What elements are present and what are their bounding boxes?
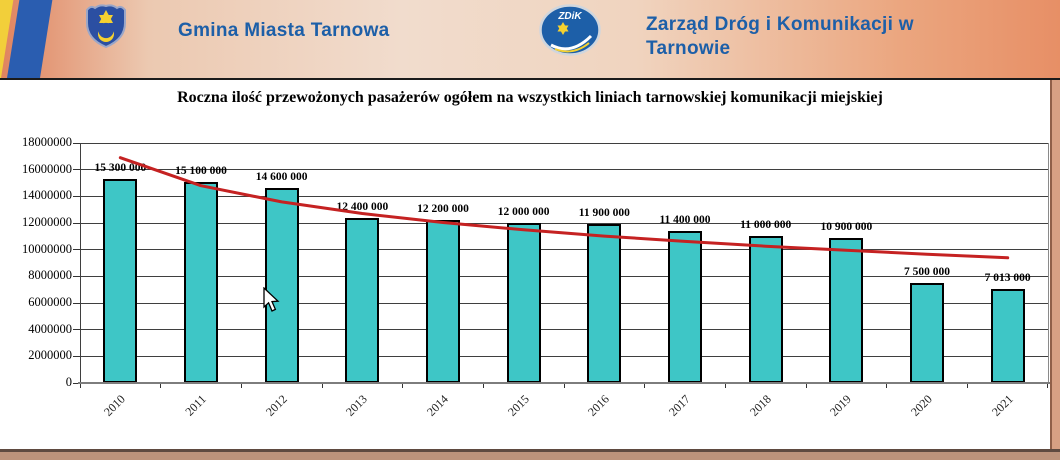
bar-2011 — [184, 181, 218, 383]
x-axis-tick — [160, 383, 162, 388]
y-axis-tick — [73, 249, 80, 251]
plot-border-right — [1048, 143, 1049, 383]
x-axis-label-2020: 2020 — [908, 392, 935, 419]
zdik-logo-text: ZDiK — [557, 11, 582, 22]
y-axis-label: 6000000 — [28, 295, 72, 309]
header: Gmina Miasta Tarnowa ZDiK Zarząd Dróg i … — [0, 0, 1060, 78]
zdik-logo-icon: ZDiK — [539, 4, 601, 56]
x-axis-tick — [966, 383, 968, 388]
page-right-border — [1050, 80, 1060, 452]
y-axis-label: 12000000 — [22, 215, 72, 229]
gridline — [80, 329, 1048, 331]
bar-2020 — [910, 283, 944, 383]
bar-value-label-2012: 14 600 000 — [255, 171, 308, 184]
mouse-cursor-icon — [263, 287, 280, 312]
y-axis-tick — [73, 195, 80, 197]
chart-title: Roczna ilość przewożonych pasażerów ogół… — [177, 89, 883, 106]
bar-2021 — [990, 289, 1025, 383]
y-axis-tick — [73, 329, 80, 331]
gridline — [80, 355, 1048, 357]
bar-2013 — [345, 217, 380, 383]
x-axis-line — [78, 382, 1050, 384]
x-axis-label-2010: 2010 — [101, 392, 129, 419]
x-axis-label-2021: 2021 — [988, 392, 1016, 419]
y-axis-label: 8000000 — [28, 268, 72, 283]
x-axis-label-2013: 2013 — [343, 392, 371, 419]
y-axis-label: 2000000 — [28, 348, 72, 363]
gridline — [80, 222, 1048, 224]
y-axis-tick — [73, 222, 80, 224]
x-axis-tick — [482, 383, 484, 388]
x-axis-tick — [1047, 383, 1048, 388]
y-axis-tick — [73, 302, 80, 304]
gridline — [80, 195, 1048, 197]
y-axis-tick — [73, 169, 80, 171]
bar-2010 — [103, 179, 138, 383]
gridline — [80, 275, 1048, 277]
y-axis-label: 10000000 — [22, 241, 72, 256]
x-axis-label-2015: 2015 — [504, 392, 532, 419]
bar-value-label-2020: 7 500 000 — [904, 266, 950, 278]
bar-value-label-2021: 7 013 000 — [984, 272, 1031, 285]
header-divider — [0, 78, 1060, 80]
y-axis-label: 16000000 — [22, 161, 72, 176]
bar-2012 — [264, 188, 299, 383]
x-axis-tick — [240, 383, 242, 388]
x-axis-tick — [563, 383, 565, 388]
x-axis-label-2017: 2017 — [666, 392, 693, 419]
x-axis-label-2016: 2016 — [585, 392, 613, 419]
x-axis-label-2014: 2014 — [424, 392, 451, 419]
x-axis-label-2011: 2011 — [182, 392, 209, 419]
bar-2017 — [668, 231, 702, 383]
page-bottom-border — [0, 449, 1060, 460]
x-axis-label-2019: 2019 — [827, 392, 855, 419]
org-name-gmina: Gmina Miasta Tarnowa — [178, 20, 390, 41]
y-axis-tick — [73, 382, 80, 384]
bar-2019 — [829, 237, 864, 383]
y-axis-line — [80, 143, 81, 383]
y-axis-label: 4000000 — [28, 321, 72, 336]
x-axis-label-2012: 2012 — [262, 392, 290, 419]
bar-value-label-2019: 10 900 000 — [820, 220, 873, 233]
x-axis-tick — [79, 383, 81, 388]
x-axis-tick — [805, 383, 807, 388]
x-axis-tick — [724, 383, 726, 388]
x-axis-label-2018: 2018 — [746, 392, 774, 419]
bar-2018 — [748, 236, 783, 383]
x-axis-tick — [886, 383, 888, 388]
y-axis-tick — [73, 142, 80, 144]
bar-2016 — [587, 224, 622, 383]
y-axis-label: 18000000 — [22, 135, 72, 149]
bar-2015 — [506, 223, 541, 383]
gridline — [80, 302, 1048, 304]
y-axis-tick — [73, 355, 80, 357]
bar-2014 — [426, 220, 460, 383]
gridline — [80, 249, 1048, 251]
org-name-zdik: Zarząd Dróg i Komunikacji w Tarnowie — [646, 14, 914, 59]
y-axis-label: 0 — [65, 375, 72, 389]
y-axis-label: 14000000 — [22, 188, 72, 203]
tarnow-coat-of-arms-icon — [86, 4, 126, 49]
x-axis-tick — [321, 383, 323, 388]
gridline — [80, 142, 1048, 144]
x-axis-tick — [402, 383, 404, 388]
x-axis-tick — [644, 383, 646, 388]
y-axis-tick — [73, 275, 80, 277]
